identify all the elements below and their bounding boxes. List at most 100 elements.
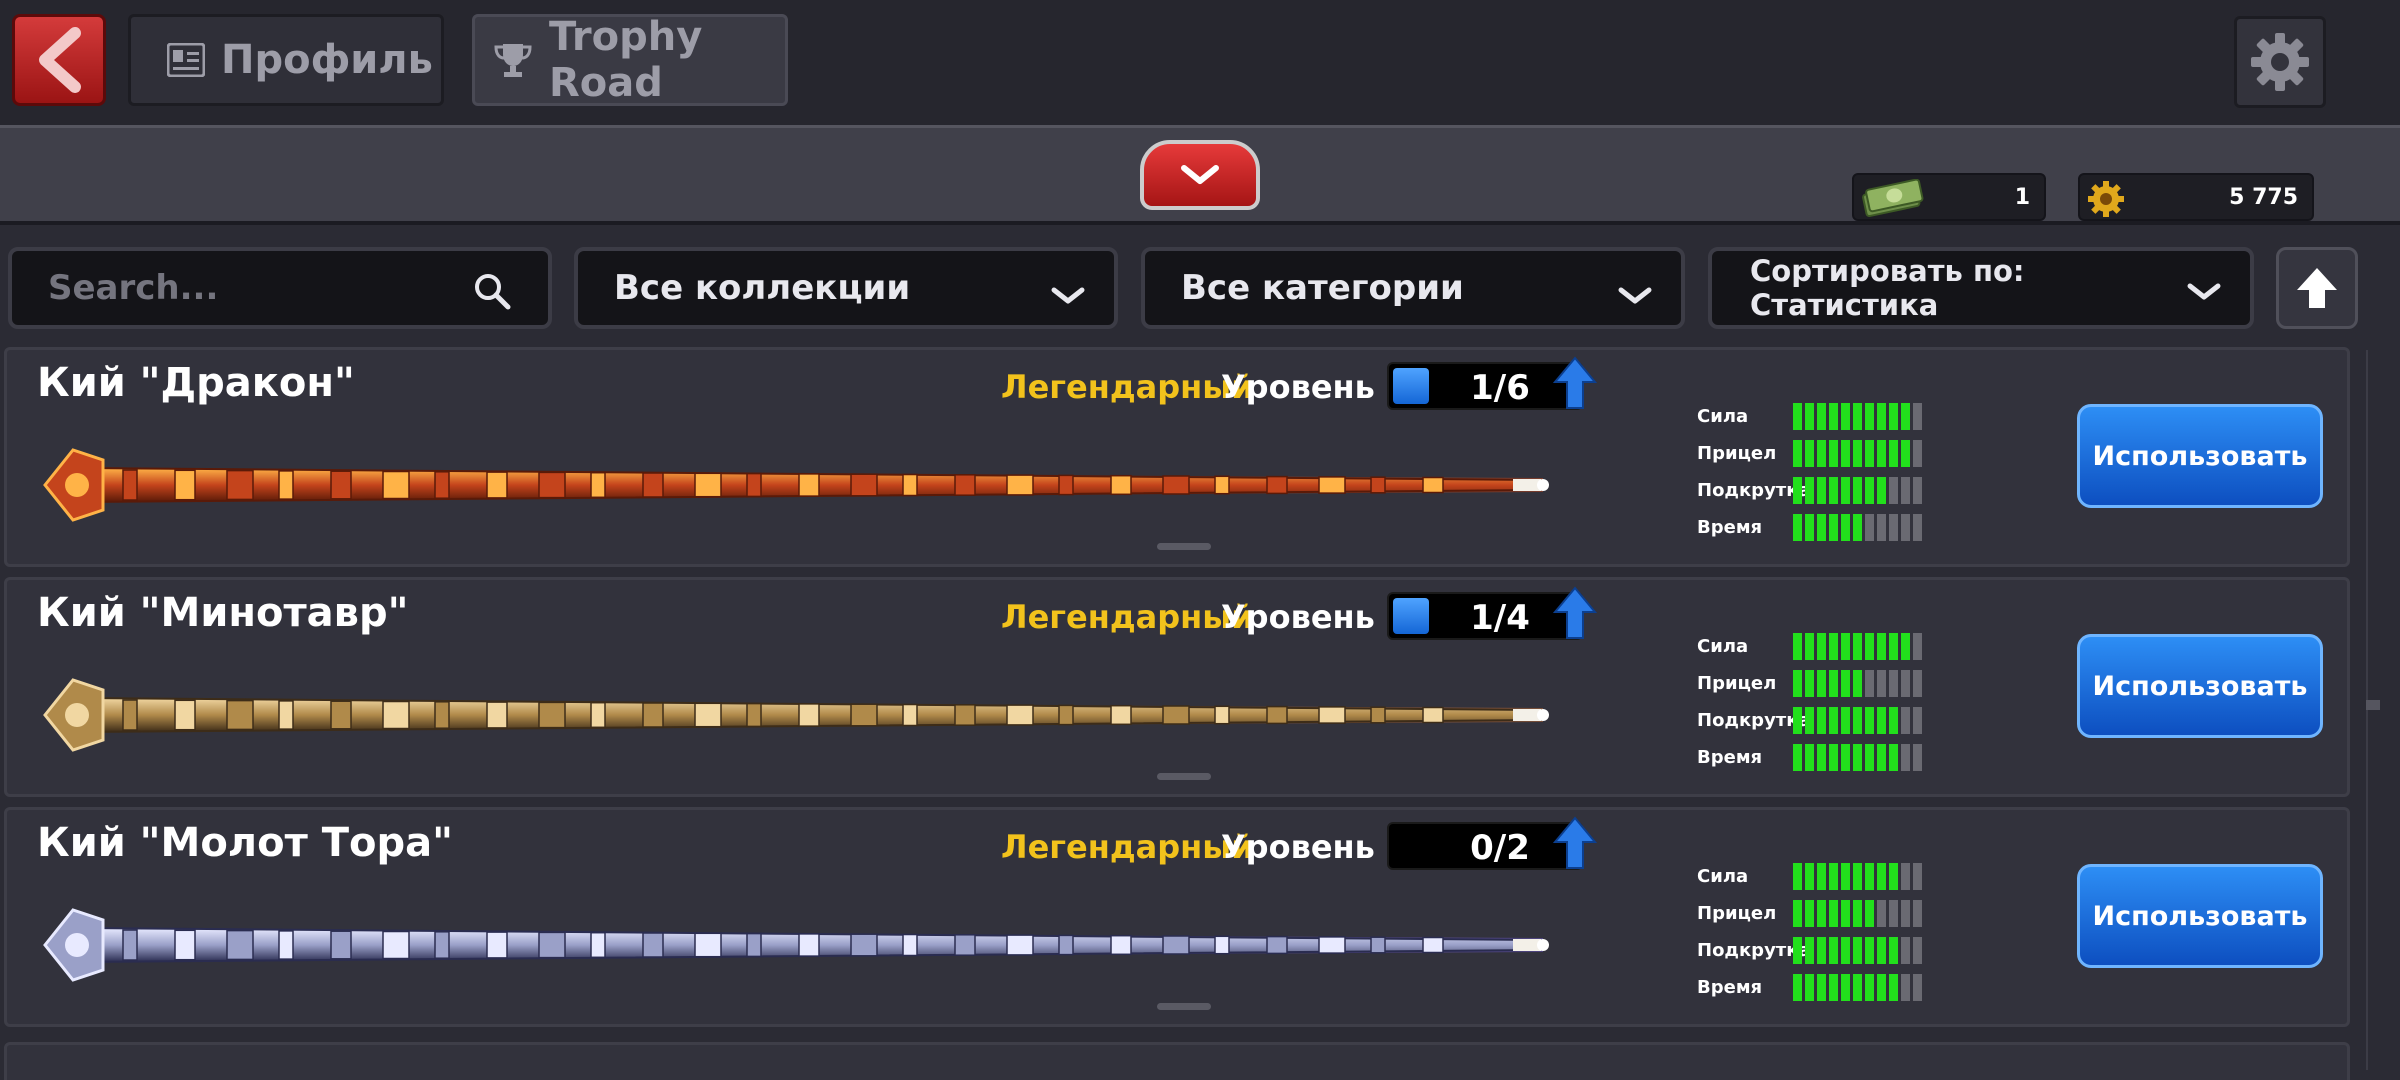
upgrade-progress-bar: 1/4 xyxy=(1387,592,1583,640)
sort-order-button[interactable] xyxy=(2276,247,2358,329)
expand-handle[interactable] xyxy=(1157,1003,1211,1010)
use-button[interactable]: Использовать xyxy=(2077,404,2323,508)
stat-bar-segment xyxy=(1913,863,1922,890)
stat-bar-segment xyxy=(1817,440,1826,467)
stat-bar-segment xyxy=(1913,744,1922,771)
stat-bar-segment xyxy=(1865,477,1874,504)
stat-bar-segment xyxy=(1805,900,1814,927)
stat-bar-segment xyxy=(1889,670,1898,697)
cash-counter[interactable]: 1 xyxy=(1852,173,2046,221)
stat-bar-segment xyxy=(1901,937,1910,964)
stat-bar-segment xyxy=(1901,440,1910,467)
settings-button[interactable] xyxy=(2234,16,2326,108)
back-button[interactable] xyxy=(12,14,106,106)
stat-bar-segment xyxy=(1793,670,1802,697)
stat-label: Сила xyxy=(1697,636,1749,657)
upgrade-arrow-icon[interactable] xyxy=(1552,816,1598,876)
stat-bar-segment xyxy=(1829,477,1838,504)
chevron-down-icon xyxy=(1181,165,1219,184)
stat-bar-segment xyxy=(1913,707,1922,734)
tab-trophy-road[interactable]: Trophy Road xyxy=(472,14,788,106)
tab-profile-label: Профиль xyxy=(221,37,433,83)
progress-fill xyxy=(1393,368,1429,404)
stat-bar-segment xyxy=(1901,403,1910,430)
stat-bar-segment xyxy=(1889,514,1898,541)
cue-name: Кий "Молот Тора" xyxy=(37,820,453,866)
chevron-down-icon xyxy=(1050,275,1086,315)
level-label: Уровень 1 xyxy=(1221,828,1409,866)
stat-bar-segment xyxy=(1817,514,1826,541)
collections-dropdown[interactable]: Все коллекции xyxy=(574,247,1118,329)
stat-bar-segment xyxy=(1901,633,1910,660)
sort-dropdown[interactable]: Сортировать по: Статистика xyxy=(1708,247,2254,329)
tab-profile[interactable]: Профиль xyxy=(128,14,444,106)
stat-bar-segment xyxy=(1853,707,1862,734)
stat-bar-segment xyxy=(1913,514,1922,541)
stat-label: Подкрутка xyxy=(1697,940,1811,961)
arrow-up-icon xyxy=(2297,268,2337,308)
stat-label: Время xyxy=(1697,747,1763,768)
stat-bar-segment xyxy=(1865,744,1874,771)
stat-bar-segment xyxy=(1865,974,1874,1001)
upgrade-arrow-icon[interactable] xyxy=(1552,356,1598,416)
top-bar: Профиль Trophy Road xyxy=(0,0,2400,125)
stat-row: Время xyxy=(1697,509,1922,546)
use-button[interactable]: Использовать xyxy=(2077,634,2323,738)
cue-image xyxy=(43,430,1553,540)
stat-bar-segment xyxy=(1841,633,1850,660)
stat-bar-segment xyxy=(1805,514,1814,541)
stat-bar-segment xyxy=(1889,477,1898,504)
stat-bar-segment xyxy=(1913,633,1922,660)
stat-bar-segment xyxy=(1865,440,1874,467)
scrollbar-track[interactable] xyxy=(2366,350,2380,1070)
stat-bar-segment xyxy=(1829,633,1838,660)
expand-handle[interactable] xyxy=(1157,543,1211,550)
coins-counter[interactable]: 5 775 xyxy=(2078,173,2314,221)
stat-bar-segment xyxy=(1901,744,1910,771)
stat-bar-segment xyxy=(1829,403,1838,430)
stat-bar-segment xyxy=(1901,863,1910,890)
stat-bar-segment xyxy=(1853,514,1862,541)
cue-row[interactable]: Кий "Молот Тора" Легендарный Уровень 1 0/2 С… xyxy=(4,807,2350,1027)
cue-row[interactable]: Кий "Минотавр" Легендарный Уровень 2 1/4 Сил… xyxy=(4,577,2350,797)
stat-bar-segment xyxy=(1913,974,1922,1001)
stat-bar-segment xyxy=(1889,707,1898,734)
stat-bar-segment xyxy=(1913,900,1922,927)
upgrade-arrow-icon[interactable] xyxy=(1552,586,1598,646)
stat-bar-segment xyxy=(1841,744,1850,771)
stat-label: Подкрутка xyxy=(1697,480,1811,501)
upgrade-progress-bar: 0/2 xyxy=(1387,822,1583,870)
stat-row: Подкрутка xyxy=(1697,472,1922,509)
cue-row[interactable]: Кий "Дракон" Легендарный Уровень 3 1/6 Сила П… xyxy=(4,347,2350,567)
stat-bar-segment xyxy=(1913,440,1922,467)
collapse-button[interactable] xyxy=(1140,140,1260,210)
cue-name: Кий "Минотавр" xyxy=(37,590,409,636)
cue-stats: Сила Прицел Подкрутка Время xyxy=(1697,398,1922,546)
stat-bar-segment xyxy=(1853,403,1862,430)
stat-row: Прицел xyxy=(1697,435,1922,472)
stat-bar-segment xyxy=(1817,744,1826,771)
stat-bar-segment xyxy=(1889,863,1898,890)
stat-bar-segment xyxy=(1901,900,1910,927)
stat-bar-segment xyxy=(1877,863,1886,890)
stat-bar-segment xyxy=(1889,974,1898,1001)
stat-bar-segment xyxy=(1841,403,1850,430)
stat-bar-segment xyxy=(1829,514,1838,541)
stat-bar-segment xyxy=(1853,974,1862,1001)
stat-bar-segment xyxy=(1877,937,1886,964)
expand-handle[interactable] xyxy=(1157,773,1211,780)
stat-bar-segment xyxy=(1829,937,1838,964)
stat-bar-segment xyxy=(1889,440,1898,467)
stat-bar-segment xyxy=(1817,670,1826,697)
stat-bar-segment xyxy=(1817,403,1826,430)
cash-value: 1 xyxy=(2014,184,2030,210)
stat-bar-segment xyxy=(1913,670,1922,697)
search-placeholder: Search... xyxy=(48,268,219,308)
categories-dropdown[interactable]: Все категории xyxy=(1141,247,1685,329)
cue-row-partial[interactable] xyxy=(4,1042,2350,1080)
scrollbar-thumb[interactable] xyxy=(2366,700,2380,710)
use-button[interactable]: Использовать xyxy=(2077,864,2323,968)
search-input[interactable]: Search... xyxy=(8,247,552,329)
cue-image xyxy=(43,660,1553,770)
stat-bar-segment xyxy=(1853,633,1862,660)
